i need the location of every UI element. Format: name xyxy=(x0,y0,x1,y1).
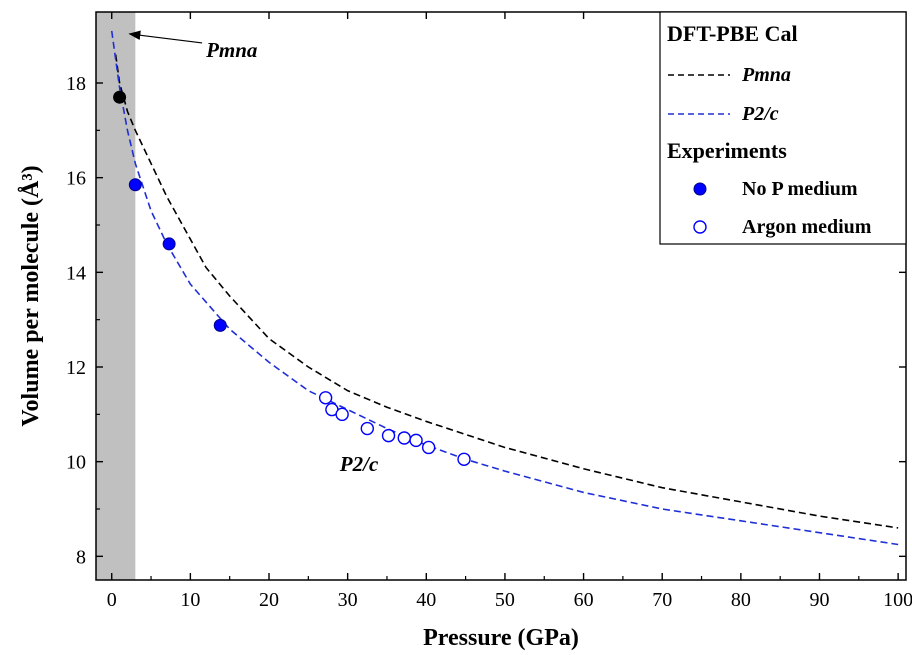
legend-label-pmna: Pmna xyxy=(741,64,791,86)
data-point xyxy=(397,431,411,445)
legend-marker-no-p xyxy=(693,182,707,196)
data-point xyxy=(457,452,471,466)
legend-label-no-p: No P medium xyxy=(742,178,858,200)
y-tick-label: 8 xyxy=(76,546,86,568)
data-point xyxy=(409,433,423,448)
plot-frame xyxy=(95,11,907,581)
data-point xyxy=(128,178,142,192)
x-tick-label: 10 xyxy=(180,589,200,611)
legend-group-dft: DFT-PBE Cal xyxy=(667,21,798,46)
x-tick-label: 80 xyxy=(731,589,751,611)
data-point xyxy=(162,237,176,251)
y-tick-label: 18 xyxy=(66,73,86,95)
series-line-1 xyxy=(110,30,899,546)
data-point xyxy=(360,421,375,436)
y-tick-label: 12 xyxy=(66,357,86,379)
data-point xyxy=(421,440,436,455)
y-tick-label: 14 xyxy=(66,262,86,284)
data-point xyxy=(318,391,333,405)
x-tick-label: 40 xyxy=(416,589,436,611)
annotation-label-1: P2/c xyxy=(339,452,379,476)
data-point xyxy=(335,407,349,422)
x-tick-label: 30 xyxy=(338,589,358,611)
y-tick-label: 10 xyxy=(66,452,86,474)
data-point xyxy=(213,318,227,332)
data-point xyxy=(113,90,127,104)
annotation-arrow xyxy=(128,30,203,44)
legend-marker-argon xyxy=(693,220,707,234)
x-tick-label: 20 xyxy=(259,589,279,611)
x-tick-label: 70 xyxy=(652,589,672,611)
legend: DFT-PBE Cal Pmna P2/c Experiments No P m… xyxy=(659,11,907,245)
x-tick-label: 90 xyxy=(809,589,829,611)
x-tick-label: 100 xyxy=(883,589,912,611)
y-axis-title: Volume per molecule (Å³) xyxy=(18,165,44,426)
x-axis-title: Pressure (GPa) xyxy=(423,625,579,651)
data-point xyxy=(381,428,396,443)
y-tick-label: 16 xyxy=(66,168,86,190)
legend-label-p2c: P2/c xyxy=(741,103,779,125)
x-tick-label: 50 xyxy=(495,589,515,611)
legend-box xyxy=(659,11,907,245)
x-tick-label: 60 xyxy=(574,589,594,611)
x-tick-label: 0 xyxy=(107,589,117,611)
series-line-0 xyxy=(114,54,899,529)
legend-group-exp: Experiments xyxy=(667,138,787,163)
annotation-label-0: Pmna xyxy=(205,38,257,62)
shaded-region xyxy=(96,12,136,580)
legend-label-argon: Argon medium xyxy=(742,216,872,238)
